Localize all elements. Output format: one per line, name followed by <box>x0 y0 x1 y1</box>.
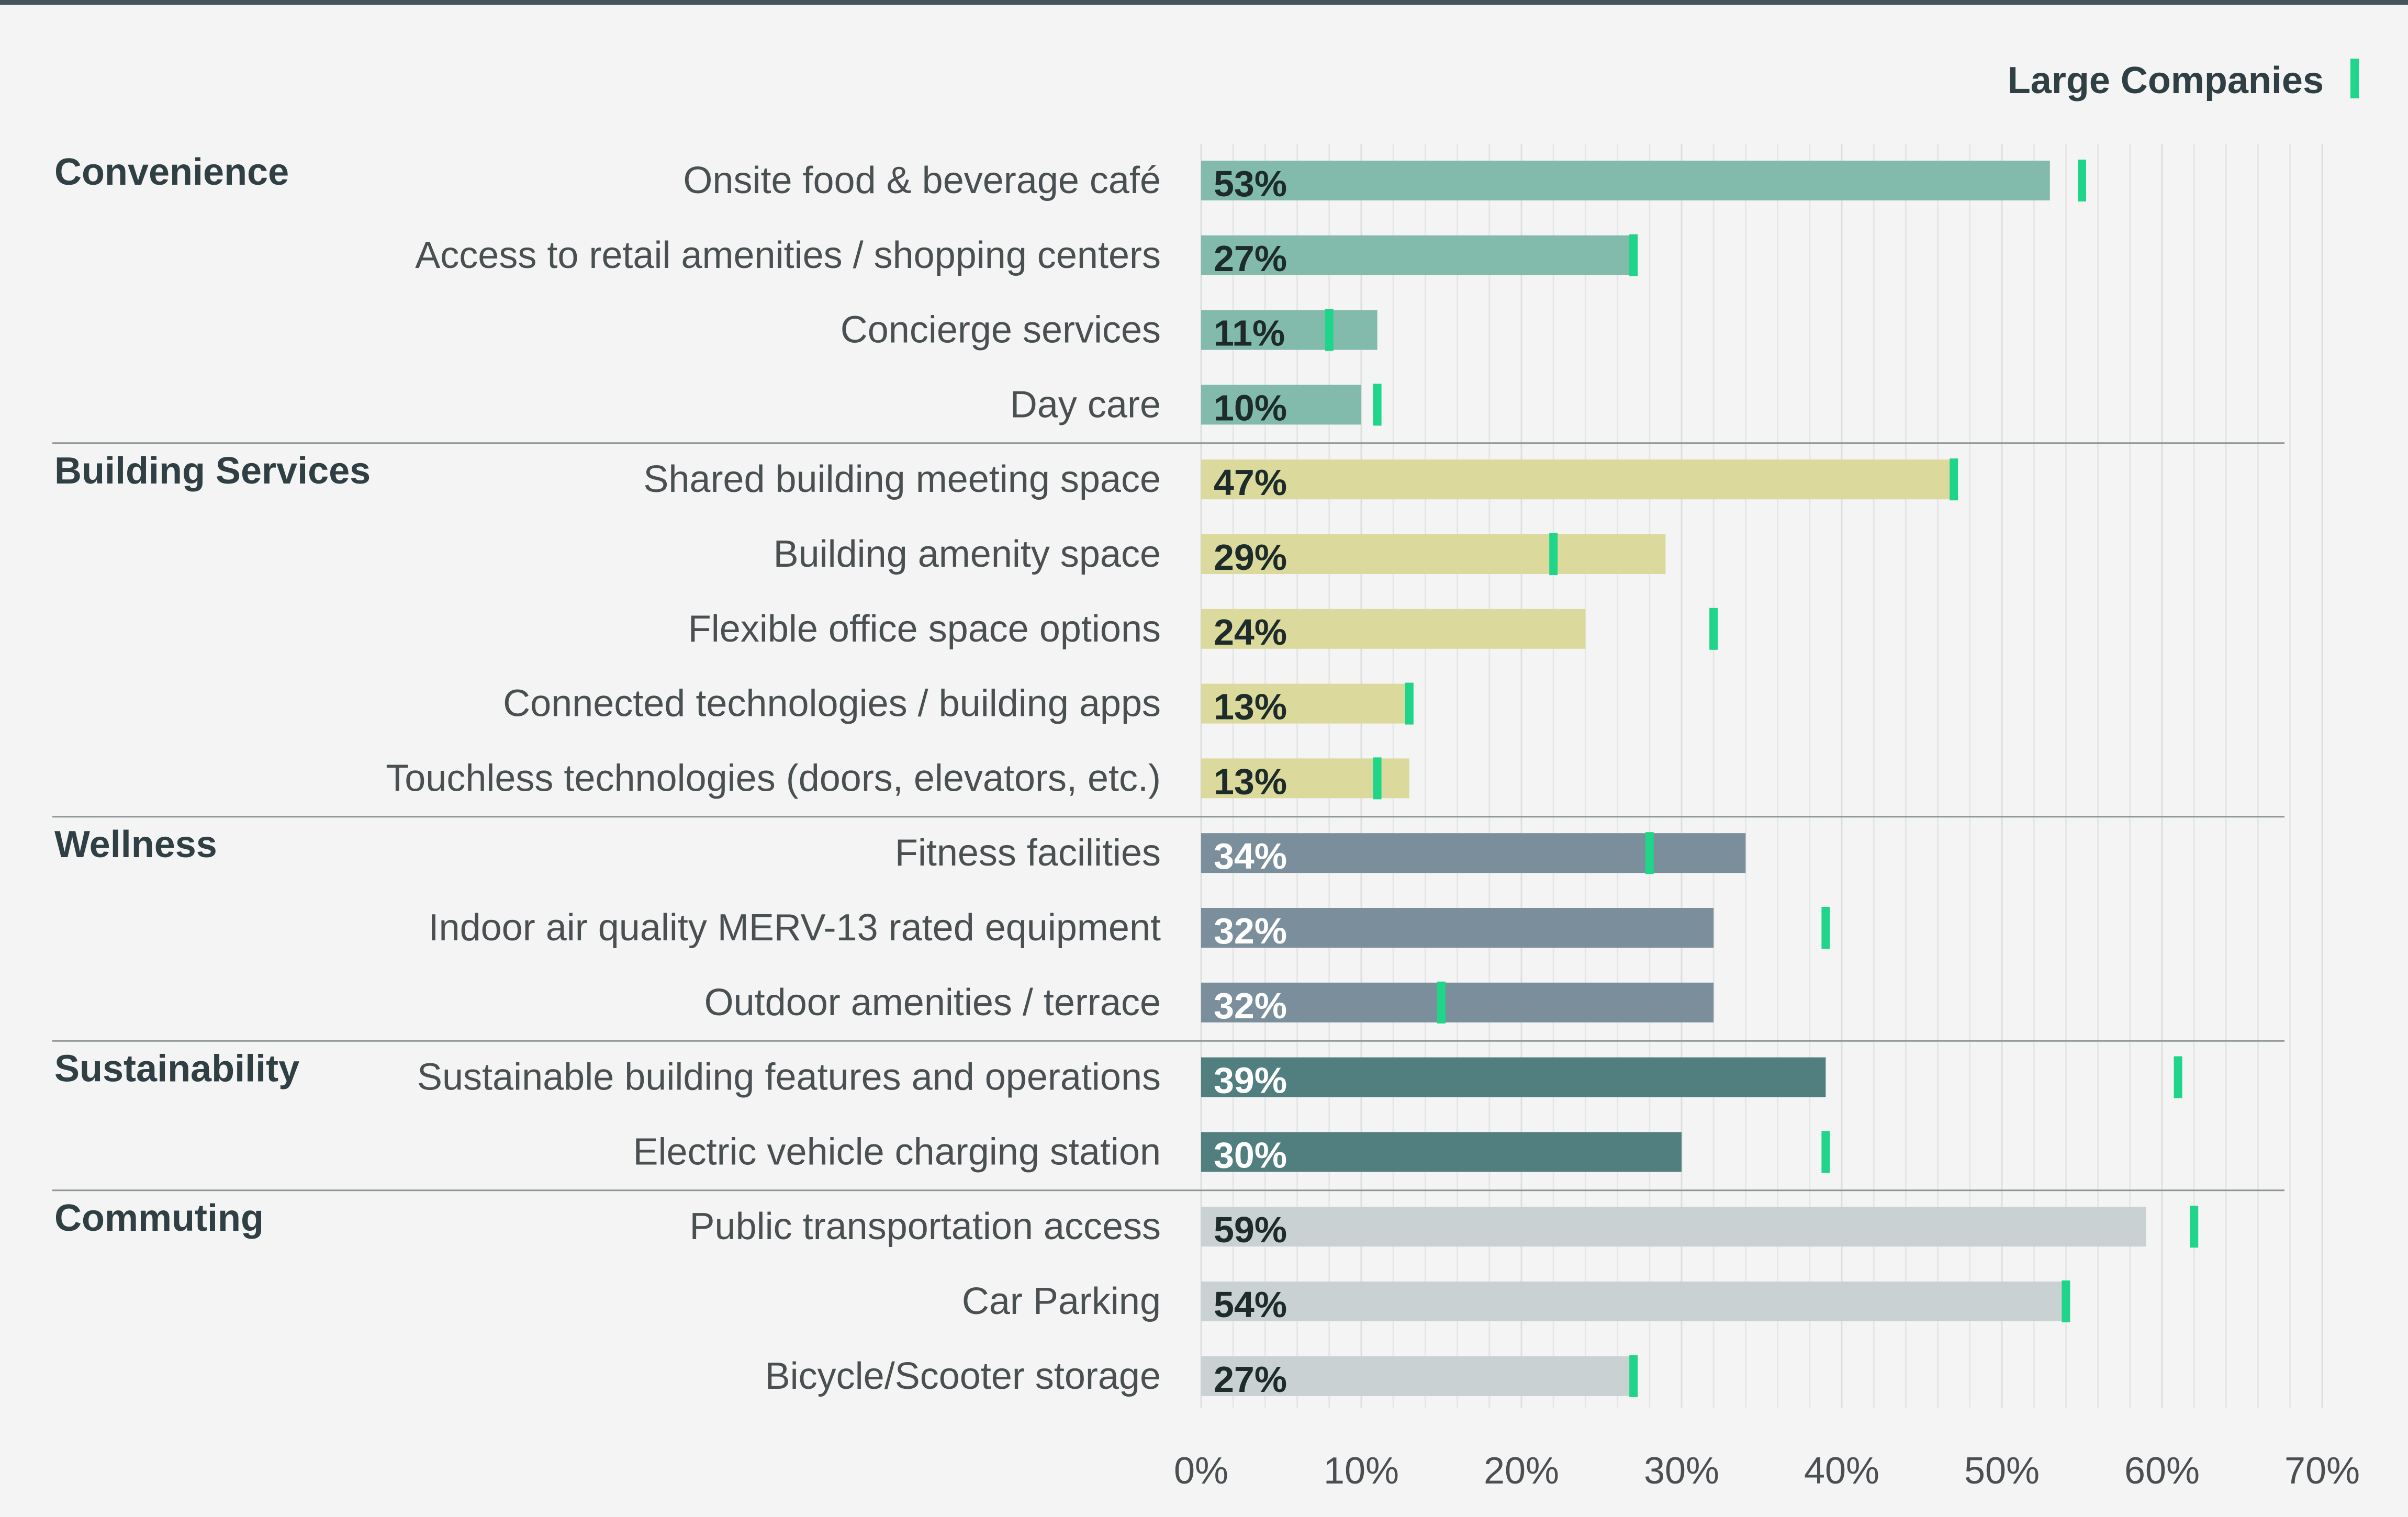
legend-marker <box>2350 59 2359 98</box>
group-label: Sustainability <box>54 1048 299 1090</box>
large-companies-marker <box>2174 1056 2182 1098</box>
large-companies-marker <box>2078 160 2086 201</box>
data-label: 27% <box>1214 238 1287 279</box>
category-label: Electric vehicle charging station <box>633 1131 1161 1173</box>
category-label: Bicycle/Scooter storage <box>765 1355 1161 1397</box>
large-companies-marker <box>1629 1355 1638 1397</box>
large-companies-marker <box>1373 384 1382 426</box>
category-label: Indoor air quality MERV-13 rated equipme… <box>429 907 1161 949</box>
category-label: Sustainable building features and operat… <box>417 1057 1161 1098</box>
legend: Large Companies <box>2008 59 2359 102</box>
large-companies-marker <box>1405 682 1414 725</box>
bar <box>1201 908 1714 948</box>
bar <box>1201 534 1666 574</box>
bars <box>1201 161 2146 1396</box>
large-companies-marker <box>1821 1131 1830 1173</box>
large-companies-marker <box>1645 832 1654 874</box>
bar <box>1201 1132 1682 1172</box>
data-label: 11% <box>1214 313 1285 354</box>
bar <box>1201 683 1409 724</box>
bar <box>1201 161 2050 200</box>
category-label: Car Parking <box>962 1280 1161 1322</box>
x-tick-label: 60% <box>2124 1450 2200 1492</box>
group-separators <box>52 442 2284 1192</box>
group-label: Wellness <box>54 824 217 866</box>
group-label: Convenience <box>54 151 289 193</box>
category-label: Shared building meeting space <box>643 458 1161 500</box>
large-companies-marker <box>2062 1280 2070 1322</box>
data-label: 39% <box>1214 1060 1287 1101</box>
data-label: 13% <box>1214 761 1287 802</box>
legend-label: Large Companies <box>2008 60 2324 102</box>
bar <box>1201 609 1586 649</box>
category-label: Day care <box>1010 384 1161 425</box>
large-companies-marker <box>1325 309 1334 351</box>
x-tick-label: 0% <box>1174 1450 1228 1492</box>
data-label: 53% <box>1214 163 1287 204</box>
bar <box>1201 1356 1634 1396</box>
category-label: Onsite food & beverage café <box>683 160 1161 201</box>
bar <box>1201 310 1377 350</box>
x-tick-label: 40% <box>1804 1450 1879 1492</box>
category-label: Public transportation access <box>690 1206 1161 1248</box>
gridlines <box>1200 144 2323 1408</box>
bar <box>1201 385 1361 425</box>
category-label: Flexible office space options <box>688 608 1161 650</box>
category-label: Building amenity space <box>774 533 1161 575</box>
category-label: Outdoor amenities / terrace <box>704 982 1161 1024</box>
bar <box>1201 235 1634 275</box>
labels: 0% 10% 20% 30% 40% 50% 60% 70% Convenience Onsite… <box>54 151 2360 1492</box>
large-companies-marker <box>1709 608 1718 650</box>
x-tick-label: 20% <box>1484 1450 1559 1492</box>
category-label: Concierge services <box>841 309 1161 351</box>
category-label: Access to retail amenities / shopping ce… <box>415 234 1161 276</box>
data-label: 10% <box>1214 387 1287 428</box>
bar <box>1201 459 1954 500</box>
large-companies-marker <box>2190 1206 2199 1248</box>
large-companies-marker <box>1821 907 1830 949</box>
category-label: Touchless technologies (doors, elevators… <box>386 757 1161 799</box>
x-tick-label: 10% <box>1324 1450 1399 1492</box>
data-label: 54% <box>1214 1284 1287 1325</box>
group-label: Commuting <box>54 1197 264 1239</box>
bar <box>1201 1282 2066 1321</box>
category-label: Connected technologies / building apps <box>503 683 1161 725</box>
bar <box>1201 1057 1826 1097</box>
bar <box>1201 1207 2146 1247</box>
x-tick-label: 30% <box>1644 1450 1719 1492</box>
data-label: 34% <box>1214 836 1287 877</box>
large-companies-marker <box>1950 458 1958 501</box>
bar <box>1201 982 1714 1022</box>
large-companies-marker <box>1437 981 1446 1024</box>
bar <box>1201 833 1746 873</box>
group-label: Building Services <box>54 450 371 492</box>
data-label: 32% <box>1214 911 1287 951</box>
data-label: 13% <box>1214 687 1287 727</box>
data-label: 27% <box>1214 1359 1287 1400</box>
data-label: 30% <box>1214 1134 1287 1175</box>
x-tick-label: 70% <box>2284 1450 2360 1492</box>
data-label: 29% <box>1214 537 1287 578</box>
data-label: 59% <box>1214 1209 1287 1250</box>
data-label: 32% <box>1214 985 1287 1026</box>
category-label: Fitness facilities <box>895 832 1161 874</box>
large-companies-marker <box>1373 757 1382 800</box>
data-label: 24% <box>1214 612 1287 653</box>
data-label: 47% <box>1214 462 1287 503</box>
top-border <box>0 0 2408 5</box>
large-companies-marker <box>1629 234 1638 276</box>
x-tick-label: 50% <box>1964 1450 2040 1492</box>
large-companies-marker <box>1549 533 1558 575</box>
